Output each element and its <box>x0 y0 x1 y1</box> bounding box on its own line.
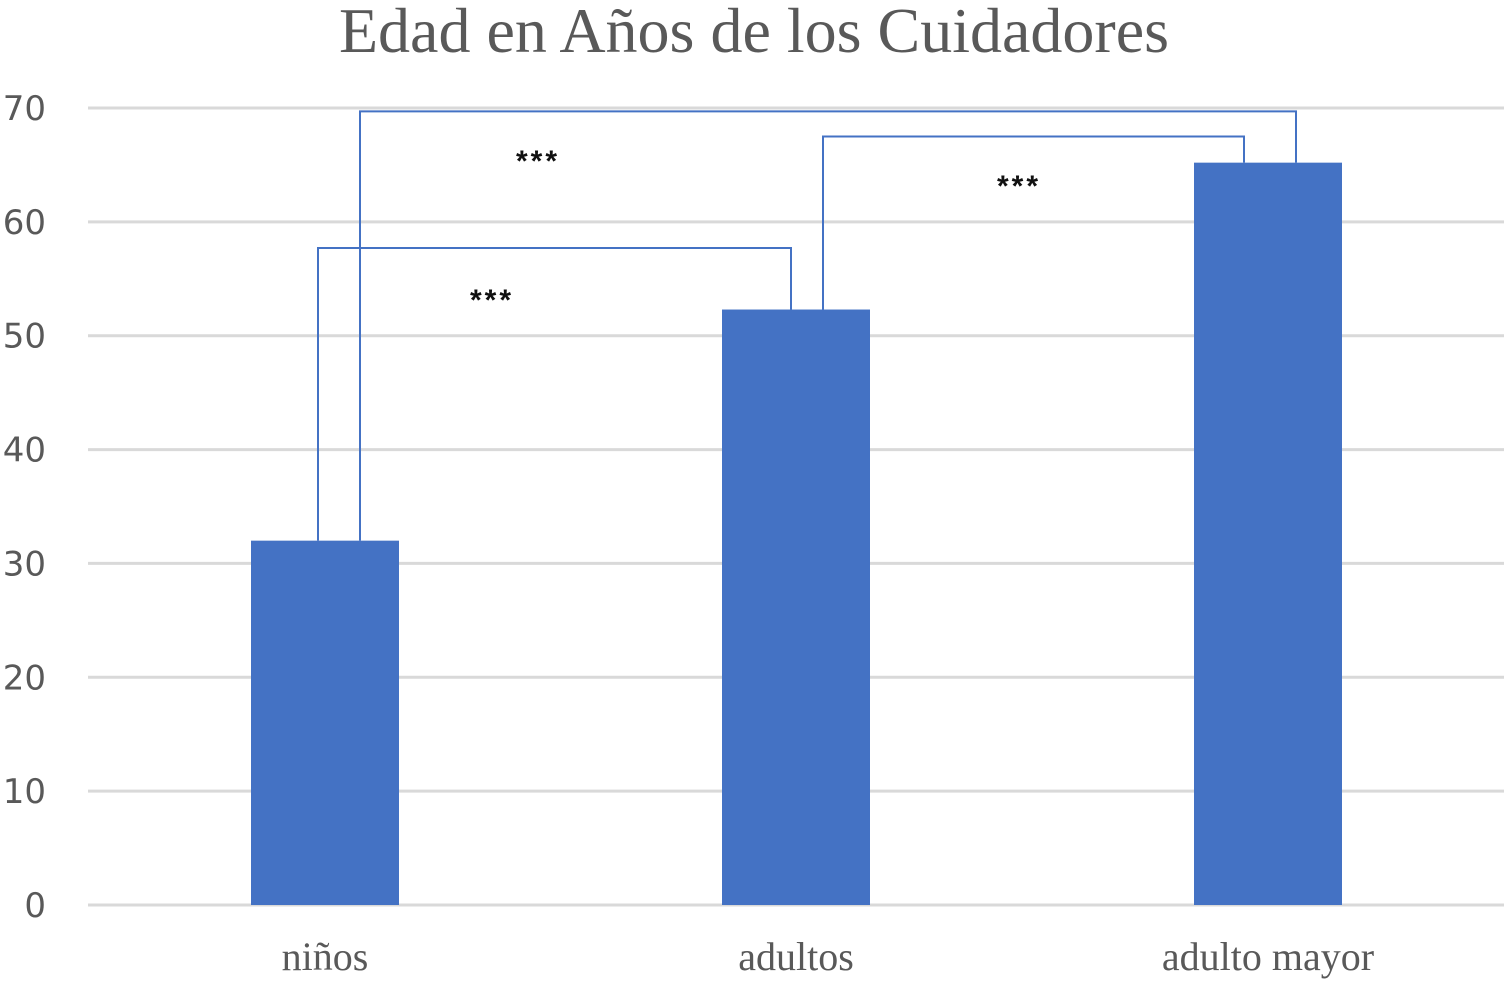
significance-label: *** <box>516 145 560 178</box>
bar-adultos <box>722 309 870 906</box>
y-tick-label: 30 <box>3 544 46 584</box>
significance-brackets <box>317 110 1297 541</box>
y-tick-label: 70 <box>3 89 46 129</box>
y-tick-label: 60 <box>3 203 46 243</box>
bars <box>251 162 1342 906</box>
significance-bracket <box>359 110 1297 541</box>
x-axis-categories: niños adultos adulto mayor <box>282 934 1374 979</box>
bar-adulto-mayor <box>1194 162 1342 905</box>
significance-bracket <box>822 135 1245 310</box>
y-tick-label: 0 <box>24 886 46 926</box>
y-tick-label: 10 <box>3 772 46 812</box>
x-category-label: adultos <box>738 934 854 979</box>
bar-niños <box>251 540 399 905</box>
y-tick-label: 20 <box>3 658 46 698</box>
x-category-label: adulto mayor <box>1162 934 1374 979</box>
x-category-label: niños <box>282 934 369 979</box>
significance-bracket <box>317 247 792 541</box>
significance-label: *** <box>997 170 1041 203</box>
y-axis-ticks: 0 10 20 30 40 50 60 70 <box>3 89 46 926</box>
significance-labels: *** *** *** <box>470 145 1041 317</box>
y-tick-label: 40 <box>3 431 46 471</box>
significance-label: *** <box>470 284 514 317</box>
chart-title: Edad en Años de los Cuidadores <box>339 0 1169 66</box>
y-tick-label: 50 <box>3 317 46 357</box>
